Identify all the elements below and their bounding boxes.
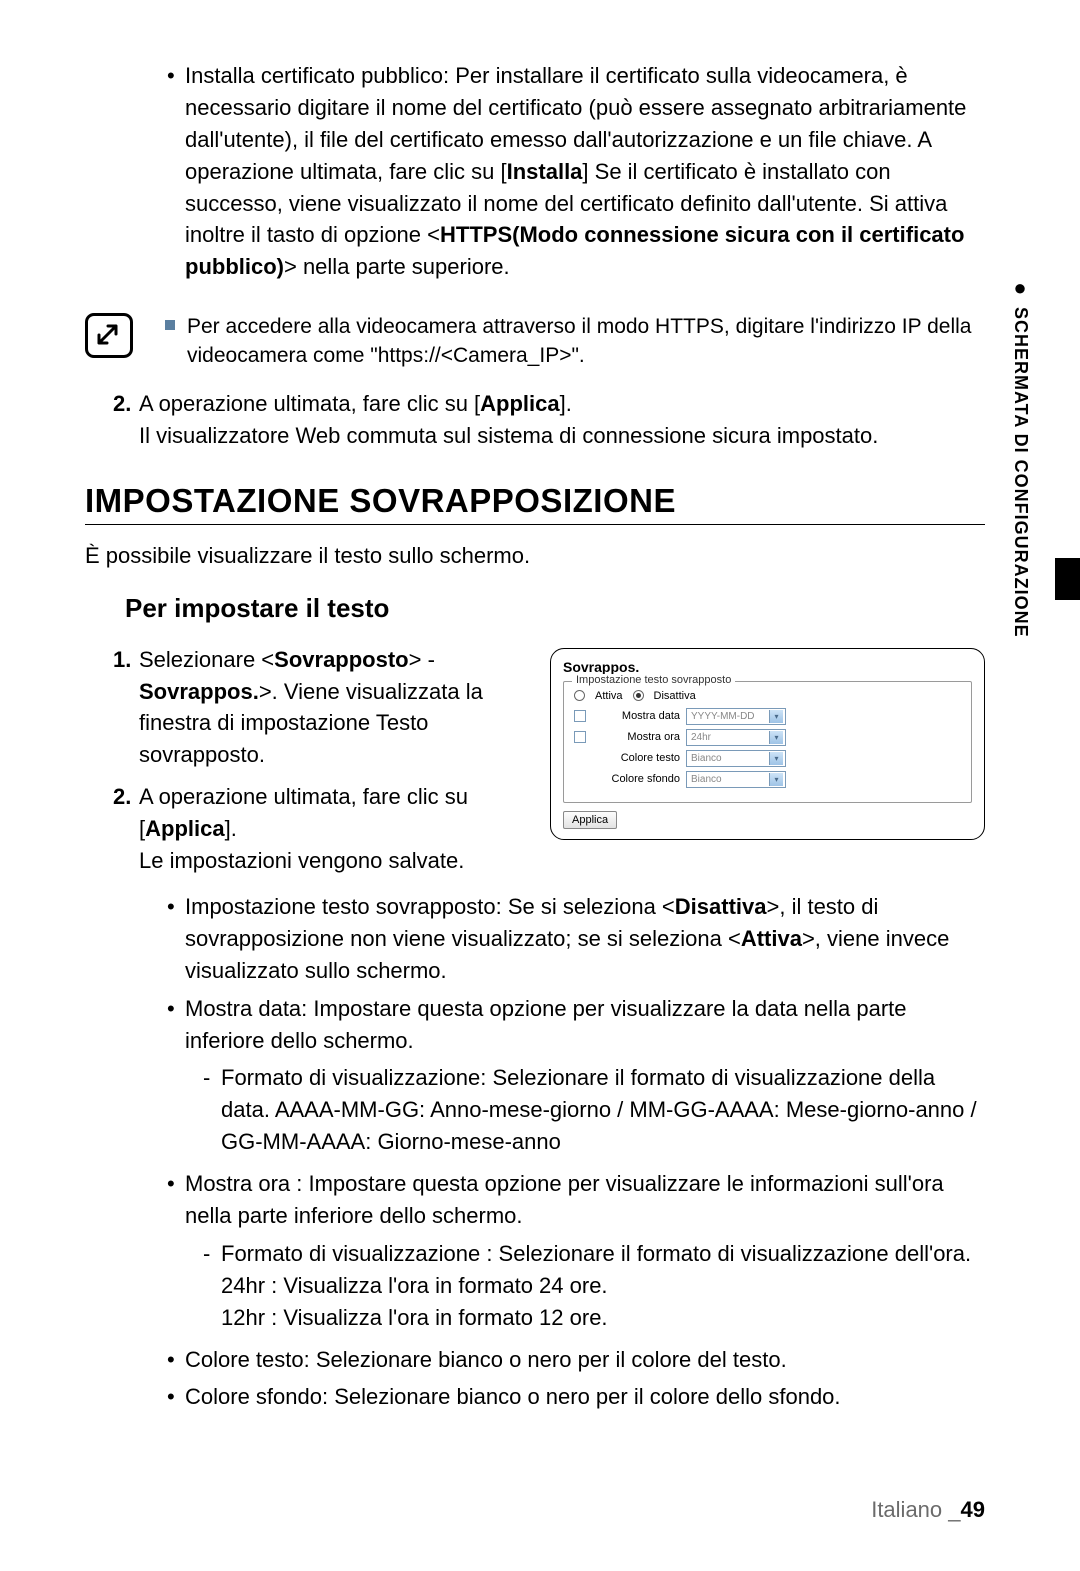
bullet-text: Mostra ora : Impostare questa opzione pe… [185, 1168, 985, 1337]
row-show-time: Mostra ora 24hr ▾ [574, 729, 961, 746]
checkbox-show-time[interactable] [574, 731, 586, 743]
note-icon [85, 313, 133, 358]
bullet-show-date: Mostra data: Impostare questa opzione pe… [167, 993, 985, 1162]
overlay-text-fieldset: Impostazione testo sovrapposto Attiva Di… [563, 681, 972, 803]
bullet-text: Installa certificato pubblico: Per insta… [185, 60, 985, 283]
text-bold: Sovrappos. [139, 679, 259, 704]
page-footer: Italiano _49 [871, 1497, 985, 1523]
text-segment: ]. [225, 816, 237, 841]
footer-language: Italiano [871, 1497, 942, 1522]
text-segment: Mostra data: Impostare questa opzione pe… [185, 996, 907, 1053]
radio-label: Disattiva [654, 690, 696, 702]
select-date-format[interactable]: YYYY-MM-DD ▾ [686, 708, 786, 725]
text-segment: Impostazione testo sovrapposto: Se si se… [185, 894, 675, 919]
section-title: IMPOSTAZIONE SOVRAPPOSIZIONE [85, 482, 985, 525]
step-number: 2. [113, 781, 139, 877]
bullet-bg-color: Colore sfondo: Selezionare bianco o nero… [167, 1381, 985, 1413]
dash-marker: - [203, 1062, 221, 1158]
note-square-marker [165, 320, 175, 330]
overlay-settings-panel: Sovrappos. Impostazione testo sovrappost… [550, 648, 985, 840]
radio-label: Attiva [595, 690, 623, 702]
text-segment: > - [409, 647, 435, 672]
text-bold: Sovrapposto [274, 647, 408, 672]
checkbox-show-date[interactable] [574, 710, 586, 722]
bullet-dot [167, 1381, 185, 1413]
footer-page-number: 49 [961, 1497, 985, 1522]
bullet-overlay-text-setting: Impostazione testo sovrapposto: Se si se… [167, 891, 985, 987]
text-segment: > nella parte superiore. [284, 254, 510, 279]
bullet-dot [167, 891, 185, 987]
select-value: 24hr [691, 732, 711, 743]
bullet-dot [167, 60, 185, 283]
step-text: A operazione ultimata, fare clic su [App… [139, 388, 985, 452]
bullet-text: Colore testo: Selezionare bianco o nero … [185, 1344, 985, 1376]
sub-bullet: - Formato di visualizzazione: Selezionar… [203, 1062, 985, 1158]
sub-bullet: - Formato di visualizzazione : Seleziona… [203, 1238, 985, 1334]
row-bg-color: Colore sfondo Bianco ▾ [574, 771, 961, 788]
select-value: YYYY-MM-DD [691, 711, 755, 722]
note-text: Per accedere alla videocamera attraverso… [165, 313, 985, 370]
text-bold: Applica [480, 391, 559, 416]
select-bg-color[interactable]: Bianco ▾ [686, 771, 786, 788]
note-content: Per accedere alla videocamera attraverso… [187, 313, 985, 370]
text-segment: A operazione ultimata, fare clic su [ [139, 391, 480, 416]
text-bold: Applica [145, 816, 224, 841]
step-1: 1. Selezionare <Sovrapposto> - Sovrappos… [113, 644, 530, 772]
text-segment: Il visualizzatore Web commuta sul sistem… [139, 423, 878, 448]
text-bold: Attiva [741, 926, 802, 951]
bullet-text: Colore sfondo: Selezionare bianco o nero… [185, 1381, 985, 1413]
text-bold: Disattiva [675, 894, 767, 919]
bullet-show-time: Mostra ora : Impostare questa opzione pe… [167, 1168, 985, 1337]
bullet-text-color: Colore testo: Selezionare bianco o nero … [167, 1344, 985, 1376]
text-bold: Installa [507, 159, 583, 184]
text-segment: Selezionare < [139, 647, 274, 672]
radio-attiva[interactable] [574, 690, 585, 701]
sub-text: Formato di visualizzazione: Selezionare … [221, 1062, 985, 1158]
bullet-install-cert: Installa certificato pubblico: Per insta… [167, 60, 985, 283]
section-intro: È possibile visualizzare il testo sullo … [85, 543, 985, 569]
select-value: Bianco [691, 753, 722, 764]
step-2-top: 2. A operazione ultimata, fare clic su [… [113, 388, 985, 452]
bullet-dot [167, 1168, 185, 1337]
select-time-format[interactable]: 24hr ▾ [686, 729, 786, 746]
bullet-dot [167, 1344, 185, 1376]
select-value: Bianco [691, 774, 722, 785]
sidebar-label-text: SCHERMATA DI CONFIGURAZIONE [1010, 307, 1031, 638]
sub-text: Formato di visualizzazione : Selezionare… [221, 1238, 985, 1334]
chevron-down-icon: ▾ [769, 731, 783, 744]
step-2: 2. A operazione ultimata, fare clic su [… [113, 781, 530, 877]
form-label: Mostra ora [594, 731, 686, 743]
step-text: Selezionare <Sovrapposto> - Sovrappos.>.… [139, 644, 530, 772]
chevron-down-icon: ▾ [769, 752, 783, 765]
chevron-down-icon: ▾ [769, 710, 783, 723]
side-tab-marker [1055, 558, 1080, 600]
select-text-color[interactable]: Bianco ▾ [686, 750, 786, 767]
step-number: 1. [113, 644, 139, 772]
form-label: Colore testo [594, 752, 686, 764]
chevron-down-icon: ▾ [769, 773, 783, 786]
fieldset-legend: Impostazione testo sovrapposto [572, 674, 735, 686]
row-text-color: Colore testo Bianco ▾ [574, 750, 961, 767]
form-label: Colore sfondo [594, 773, 686, 785]
text-segment: ]. [560, 391, 572, 416]
text-segment: Mostra ora : Impostare questa opzione pe… [185, 1171, 944, 1228]
form-label: Mostra data [594, 710, 686, 722]
footer-sep: _ [942, 1497, 960, 1522]
step-number: 2. [113, 388, 139, 452]
bullet-dot [167, 993, 185, 1162]
apply-button[interactable]: Applica [563, 811, 617, 829]
sidebar-section-label: ● SCHERMATA DI CONFIGURAZIONE [1010, 275, 1031, 638]
radio-disattiva[interactable] [633, 690, 644, 701]
bullet-dot: ● [1013, 275, 1027, 301]
bullet-text: Mostra data: Impostare questa opzione pe… [185, 993, 985, 1162]
panel-title: Sovrappos. [563, 659, 972, 675]
note-row: Per accedere alla videocamera attraverso… [85, 313, 985, 370]
dash-marker: - [203, 1238, 221, 1334]
step-text: A operazione ultimata, fare clic su [App… [139, 781, 530, 877]
row-show-date: Mostra data YYYY-MM-DD ▾ [574, 708, 961, 725]
subsection-title: Per impostare il testo [125, 593, 985, 624]
text-segment: Le impostazioni vengono salvate. [139, 848, 464, 873]
bullet-text: Impostazione testo sovrapposto: Se si se… [185, 891, 985, 987]
radio-row: Attiva Disattiva [574, 690, 961, 702]
